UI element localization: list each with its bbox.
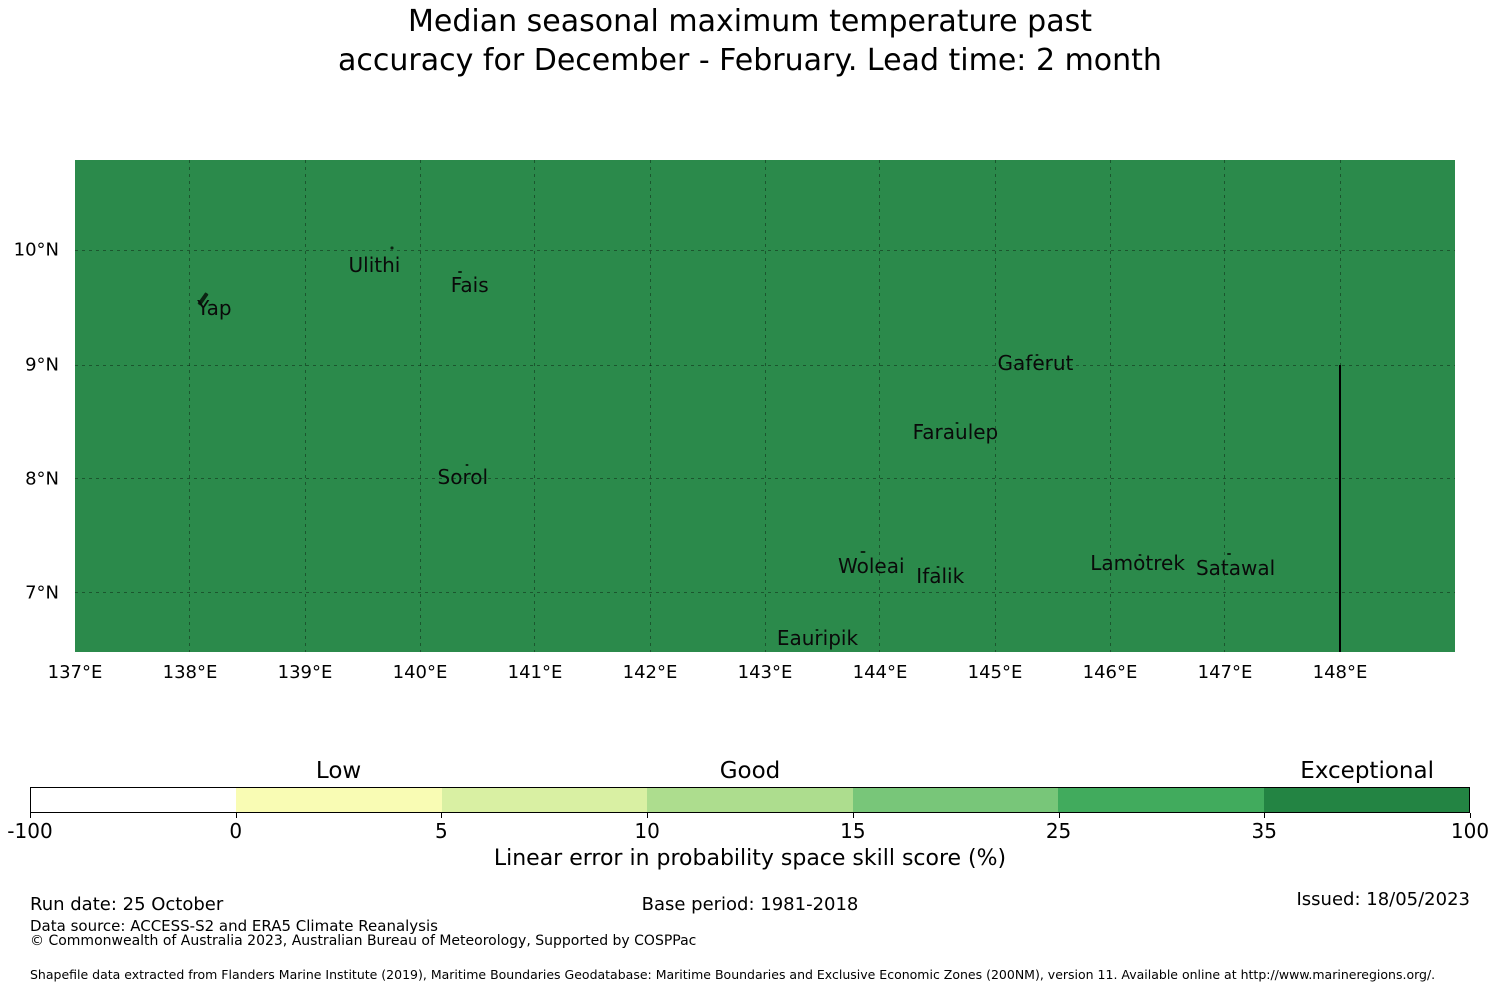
footer-base-period: Base period: 1981-2018	[641, 894, 859, 915]
colorbar-tick-mark	[235, 813, 237, 818]
x-tick-label: 143°E	[737, 662, 793, 683]
x-tick-label: 142°E	[622, 662, 678, 683]
colorbar-tick-mark	[852, 813, 854, 818]
x-tick-label: 139°E	[277, 662, 333, 683]
x-axis: 137°E 138°E 139°E 140°E 141°E 142°E 143°E 144°E…	[48, 652, 1455, 688]
y-tick-label: 7°N	[25, 582, 59, 604]
island-label: Lamotrek	[1090, 550, 1185, 575]
colorbar-tick-label: 100	[1450, 819, 1490, 843]
latitude-gridline	[75, 592, 1455, 594]
colorbar-tick-label: 25	[1045, 819, 1072, 843]
colorbar-tick-mark	[1058, 813, 1060, 818]
island-label: Satawal	[1195, 555, 1276, 580]
x-tick-label: 141°E	[507, 662, 563, 683]
longitude-gridline	[534, 160, 536, 652]
colorbar-segment	[236, 788, 442, 812]
y-tick-label: 8°N	[25, 468, 59, 490]
colorbar-segment	[1058, 788, 1264, 812]
title-line-1: Median seasonal maximum temperature past	[408, 4, 1092, 39]
x-tick-label: 144°E	[852, 662, 908, 683]
island-marker	[955, 422, 959, 425]
island-marker	[936, 565, 939, 568]
colorbar-segment	[31, 788, 237, 812]
island-label: Faraulep	[912, 420, 999, 445]
colorbar-region-labels: Low Good Exceptional	[30, 754, 1470, 784]
colorbar-tick-label: 15	[840, 819, 866, 843]
footer-copyright: © Commonwealth of Australia 2023, Austra…	[30, 933, 697, 949]
colorbar-region-label: Exceptional	[1300, 758, 1434, 784]
island-marker	[1226, 553, 1231, 556]
longitude-gridline	[649, 160, 651, 652]
colorbar-tick-label: 10	[634, 819, 660, 843]
island-marker	[390, 246, 394, 250]
x-tick-label: 137°E	[47, 662, 103, 683]
colorbar-tick-label: 0	[229, 819, 243, 843]
longitude-gridline	[419, 160, 421, 652]
x-tick-label: 140°E	[392, 662, 448, 683]
colorbar-region-label: Good	[719, 758, 781, 784]
island-label: Sorol	[437, 464, 489, 489]
island-marker	[815, 628, 819, 631]
longitude-gridline	[879, 160, 881, 652]
island-label: Ulithi	[348, 252, 401, 277]
island-marker	[458, 271, 463, 274]
colorbar-tick-label: 5	[435, 819, 448, 843]
island-label: Yap	[197, 296, 232, 321]
colorbar-segment	[852, 788, 1059, 812]
colorbar-tick-mark	[30, 813, 31, 818]
island-marker	[1035, 353, 1039, 356]
longitude-gridline	[189, 160, 191, 652]
latitude-gridline	[75, 478, 1455, 480]
footer-data-source: Data source: ACCESS-S2 and ERA5 Climate …	[30, 917, 438, 935]
page-title: Median seasonal maximum temperature past…	[0, 2, 1500, 80]
colorbar-ticks: -100 0 5 10 15 25 35 100	[7, 813, 1489, 855]
island-label: Woleai	[837, 553, 905, 578]
island-label: Ifalik	[916, 564, 965, 589]
footer-run-date: Run date: 25 October	[30, 894, 224, 915]
longitude-gridline	[304, 160, 306, 652]
colorbar-region-label: Low	[315, 758, 362, 784]
island-label: Eauripik	[776, 626, 859, 651]
longitude-gridline	[764, 160, 766, 652]
x-tick-label: 146°E	[1082, 662, 1138, 683]
longitude-gridline	[1109, 160, 1111, 652]
colorbar-tick-mark	[1264, 813, 1266, 818]
colorbar-tick-mark	[647, 813, 649, 818]
x-tick-label: 145°E	[967, 662, 1023, 683]
colorbar-tick-label: -100	[7, 819, 53, 843]
colorbar-tick-mark	[441, 813, 443, 818]
colorbar-caption: Linear error in probability space skill …	[493, 846, 1007, 871]
colorbar-segment	[647, 788, 853, 812]
island-label: Fais	[450, 272, 489, 297]
title-line-2: accuracy for December - February. Lead t…	[338, 43, 1162, 78]
island-marker	[860, 551, 866, 554]
map-plot: Yap Ulithi Fais Sorol Gaferut Faraulep Woleai I…	[75, 160, 1455, 652]
island-marker	[465, 464, 469, 467]
maritime-boundary-line	[1339, 365, 1341, 652]
island-marker	[1138, 554, 1142, 557]
latitude-gridline	[75, 249, 1455, 251]
x-tick-label: 147°E	[1197, 662, 1253, 683]
footer-shapefile-note: Shapefile data extracted from Flanders M…	[30, 967, 1436, 982]
colorbar-tick-mark	[1470, 813, 1471, 818]
colorbar-tick-label: 35	[1251, 819, 1278, 843]
colorbar	[30, 787, 1470, 813]
latitude-gridline	[75, 364, 1455, 366]
island-label: Gaferut	[997, 351, 1074, 376]
x-tick-label: 138°E	[162, 662, 218, 683]
x-tick-label: 148°E	[1312, 662, 1368, 683]
footer-issued-date: Issued: 18/05/2023	[1296, 889, 1470, 910]
y-axis: 10°N 9°N 8°N 7°N	[0, 160, 67, 652]
colorbar-segment	[1263, 788, 1469, 812]
y-tick-label: 9°N	[25, 354, 59, 376]
colorbar-segment	[441, 788, 648, 812]
y-tick-label: 10°N	[13, 239, 59, 261]
longitude-gridline	[1224, 160, 1226, 652]
longitude-gridline	[994, 160, 996, 652]
